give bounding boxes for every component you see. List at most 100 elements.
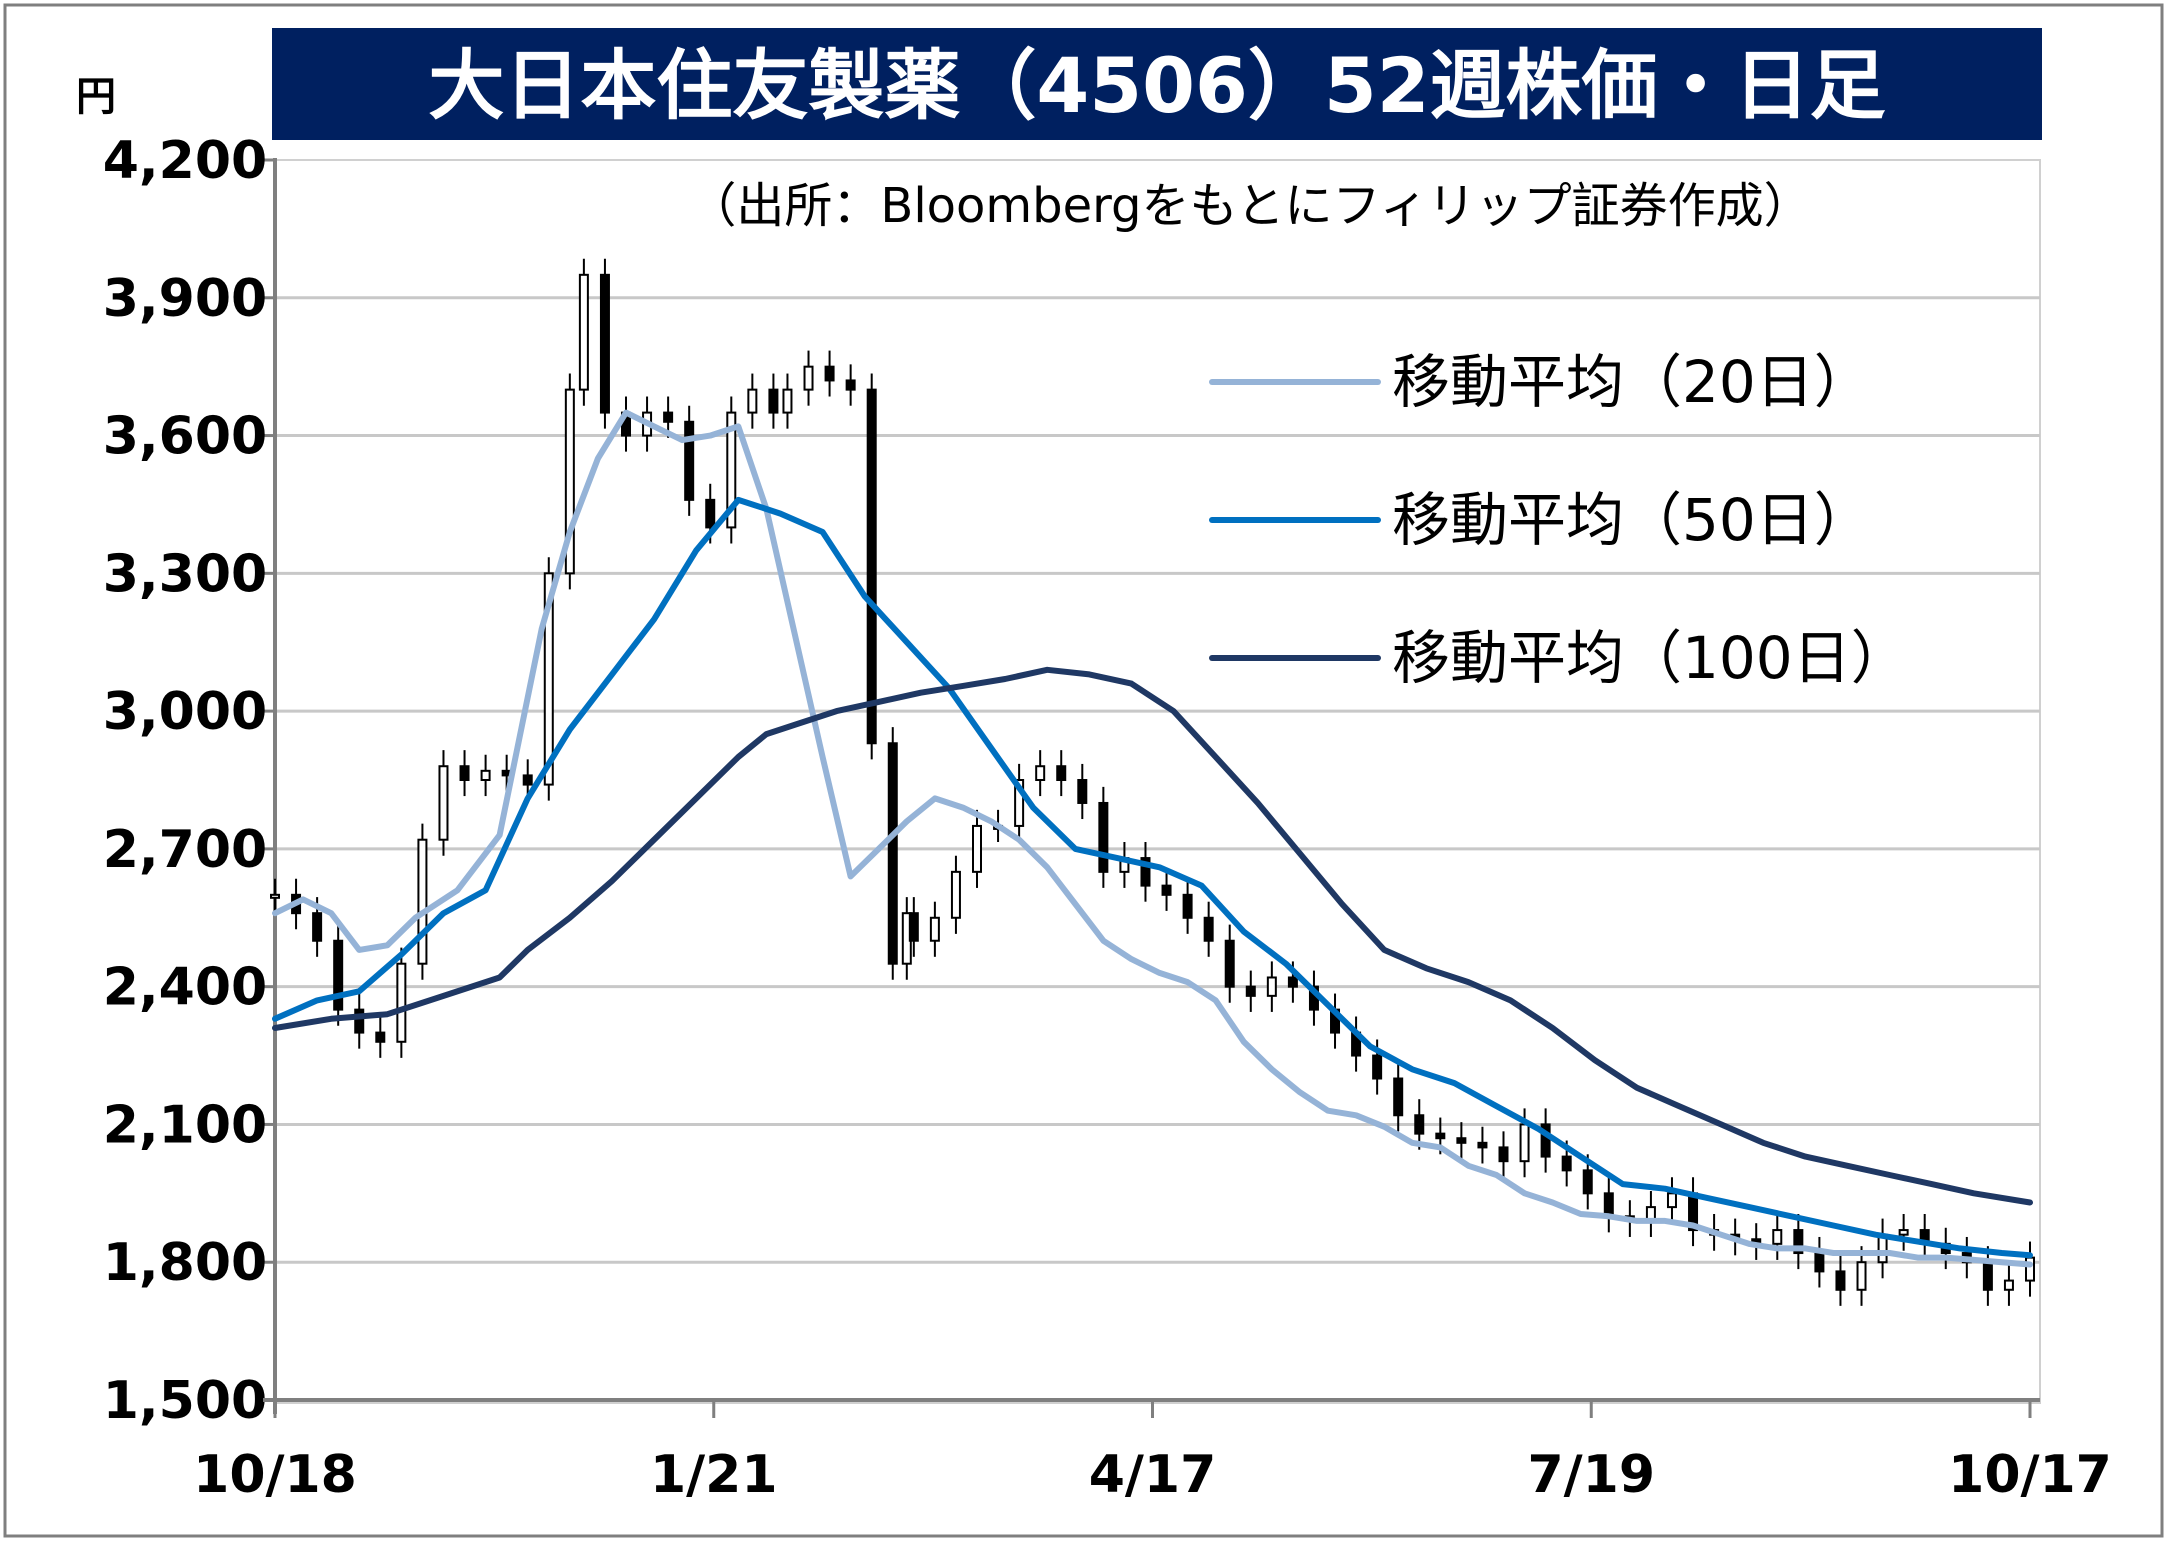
candlestick-series xyxy=(270,258,2035,1306)
candle-body-4 xyxy=(354,1008,365,1034)
x-tick-label-0: 10/18 xyxy=(193,1445,357,1505)
y-tick-label-6: 2,400 xyxy=(103,958,267,1018)
x-tick-label-3: 7/19 xyxy=(1527,1445,1655,1505)
chart-title: 大日本住友製薬（4506）52週株価・日足 xyxy=(428,41,1885,130)
x-tick-label-2: 4/17 xyxy=(1089,1445,1217,1505)
candle-body-43 xyxy=(1140,857,1151,887)
candle-body-40 xyxy=(1077,779,1088,804)
candle-body-6 xyxy=(396,962,407,1043)
candle-body-33 xyxy=(929,916,940,942)
legend-label-2: 移動平均（100日） xyxy=(1392,624,1909,692)
candle-body-12 xyxy=(522,774,533,786)
candle-body-19 xyxy=(663,411,674,423)
candle-body-45 xyxy=(1182,893,1193,919)
candle-body-5 xyxy=(375,1031,386,1043)
candle-body-23 xyxy=(747,388,758,414)
candle-body-73 xyxy=(1772,1229,1783,1245)
candle-body-7 xyxy=(417,838,428,965)
source-note: （出所：Bloombergをもとにフィリップ証券作成） xyxy=(688,178,1811,234)
candle-body-56 xyxy=(1414,1114,1425,1135)
y-axis-unit: 円 xyxy=(76,74,116,120)
candle-body-8 xyxy=(438,765,449,841)
candle-body-76 xyxy=(1835,1270,1846,1291)
candle-body-30 xyxy=(887,742,898,965)
y-tick-label-4: 3,000 xyxy=(103,682,267,742)
gridlines xyxy=(263,158,2040,1402)
candle-body-68 xyxy=(1666,1192,1677,1209)
candle-body-34 xyxy=(950,870,961,919)
y-tick-label-2: 3,600 xyxy=(103,407,267,467)
candle-body-22 xyxy=(726,411,737,529)
candle-body-24 xyxy=(768,388,779,414)
series-line-0 xyxy=(272,409,2033,1268)
candle-body-0 xyxy=(270,893,280,899)
candle-body-48 xyxy=(1245,985,1256,997)
candle-body-65 xyxy=(1603,1192,1614,1218)
candle-body-83 xyxy=(1982,1261,1993,1291)
candle-body-27 xyxy=(824,365,835,382)
candle-body-44 xyxy=(1161,884,1172,896)
candle-body-32 xyxy=(908,912,919,942)
candle-body-79 xyxy=(1898,1229,1909,1236)
candle-body-28 xyxy=(845,379,856,391)
y-tick-label-7: 2,100 xyxy=(103,1095,267,1155)
candle-body-25 xyxy=(782,388,793,414)
candle-body-85 xyxy=(2025,1256,2035,1282)
series-line-2 xyxy=(272,666,2033,1206)
x-tick-label-1: 1/21 xyxy=(650,1445,778,1505)
candle-body-35 xyxy=(972,824,982,873)
y-tick-label-5: 2,700 xyxy=(103,820,267,880)
candle-body-21 xyxy=(705,498,716,529)
candle-body-2 xyxy=(312,912,323,942)
candle-body-46 xyxy=(1203,916,1214,942)
candle-body-62 xyxy=(1540,1123,1551,1158)
chart-frame xyxy=(3,3,2164,1538)
legend: 移動平均（20日） 移動平均（50日） 移動平均（100日） xyxy=(1209,348,1909,692)
candle-body-10 xyxy=(480,769,491,782)
candle-body-47 xyxy=(1224,939,1235,988)
candle-body-50 xyxy=(1287,976,1298,988)
y-tick-label-8: 1,800 xyxy=(103,1233,267,1293)
candle-body-37 xyxy=(1014,779,1025,827)
candle-body-38 xyxy=(1035,765,1046,782)
title-banner xyxy=(272,28,2042,140)
x-axis-ticks: 10/18 1/21 4/17 7/19 10/17 xyxy=(193,1400,2112,1505)
candle-body-63 xyxy=(1561,1155,1572,1172)
y-tick-label-9: 1,500 xyxy=(103,1371,267,1431)
series-line-1 xyxy=(272,496,2033,1259)
candle-body-39 xyxy=(1056,765,1067,782)
candle-body-84 xyxy=(2003,1279,2014,1291)
y-tick-label-1: 3,900 xyxy=(103,269,267,329)
candle-body-58 xyxy=(1456,1137,1467,1144)
candle-body-74 xyxy=(1793,1229,1804,1255)
candle-body-60 xyxy=(1498,1146,1509,1163)
moving-average-lines xyxy=(272,409,2033,1268)
y-tick-label-3: 3,300 xyxy=(103,544,267,604)
candle-body-9 xyxy=(459,765,470,782)
legend-label-1: 移動平均（50日） xyxy=(1392,486,1872,554)
candle-body-15 xyxy=(578,273,589,391)
candle-body-14 xyxy=(564,388,575,575)
candle-body-64 xyxy=(1582,1169,1593,1195)
candle-body-3 xyxy=(333,939,344,1011)
candle-body-55 xyxy=(1393,1077,1404,1117)
candle-body-49 xyxy=(1266,976,1277,997)
y-tick-label-0: 4,200 xyxy=(103,131,267,191)
candle-body-20 xyxy=(684,420,695,501)
y-axis-ticks: 4,200 3,900 3,600 3,300 3,000 2,700 2,400 2,100… xyxy=(103,131,267,1431)
candle-body-59 xyxy=(1477,1141,1488,1149)
candle-body-13 xyxy=(543,572,554,786)
candle-body-57 xyxy=(1435,1132,1446,1140)
candle-body-77 xyxy=(1856,1261,1867,1291)
candle-body-54 xyxy=(1372,1054,1383,1080)
candle-body-41 xyxy=(1098,801,1109,873)
x-tick-label-4: 10/17 xyxy=(1948,1445,2112,1505)
candle-body-26 xyxy=(803,365,814,391)
candle-body-29 xyxy=(866,388,877,745)
candle-body-61 xyxy=(1519,1123,1530,1163)
candle-body-75 xyxy=(1814,1252,1825,1273)
candle-body-16 xyxy=(599,273,610,414)
legend-label-0: 移動平均（20日） xyxy=(1392,348,1872,416)
